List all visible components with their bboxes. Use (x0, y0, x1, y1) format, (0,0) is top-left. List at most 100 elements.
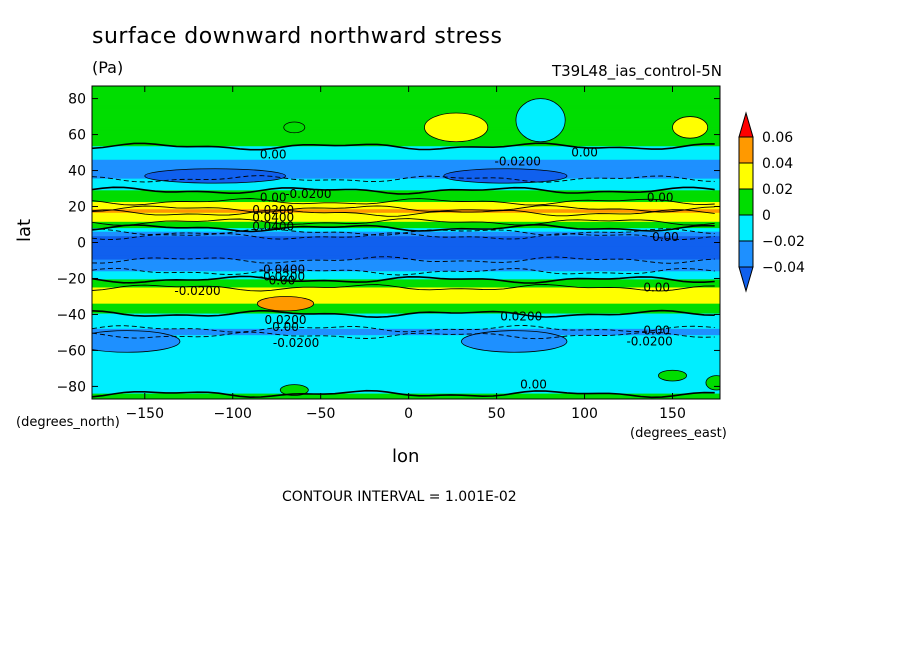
filled-band (92, 274, 720, 277)
filled-band (92, 290, 720, 292)
contour-label: 0.00 (520, 378, 547, 392)
contour-blob (283, 121, 306, 134)
filled-band (92, 114, 720, 117)
filled-band (92, 260, 720, 262)
filled-band (92, 131, 720, 134)
filled-band (92, 374, 720, 377)
filled-band (92, 391, 720, 394)
filled-band (92, 212, 720, 215)
contour-label: -0.0200 (285, 187, 331, 201)
contour-blob (256, 296, 315, 312)
filled-band (92, 196, 720, 199)
chart-title: surface downward northward stress (92, 24, 503, 49)
filled-band (92, 117, 720, 119)
filled-band (92, 381, 720, 384)
filled-band (92, 246, 720, 249)
contour-blob (424, 112, 489, 143)
y-tick-label: 0 (77, 236, 86, 252)
y-tick-label: 20 (68, 200, 86, 216)
filled-band (92, 379, 720, 381)
filled-band (92, 151, 720, 154)
filled-band (92, 195, 720, 198)
contour-line (92, 205, 715, 213)
filled-band (92, 382, 720, 385)
filled-band (92, 354, 720, 356)
filled-band (92, 342, 720, 344)
contour-interval-note: CONTOUR INTERVAL = 1.001E-02 (282, 489, 517, 505)
filled-band (92, 285, 720, 288)
colorbar-label: 0.04 (762, 156, 793, 172)
filled-band (92, 341, 720, 343)
filled-band (92, 300, 720, 302)
filled-band (92, 357, 720, 360)
filled-band (92, 187, 720, 190)
filled-band (92, 166, 720, 169)
filled-band (92, 363, 720, 365)
contour-lines (92, 142, 715, 399)
filled-band (92, 138, 720, 140)
filled-band (92, 271, 720, 273)
filled-band (92, 253, 720, 255)
run-id-label: T39L48_ias_control-5N (551, 62, 722, 80)
colorbar-label: 0 (762, 208, 771, 224)
filled-band (92, 118, 720, 120)
filled-band (92, 91, 720, 93)
contour-label: 0.0200 (265, 313, 307, 327)
filled-band (92, 209, 720, 211)
filled-band (92, 354, 720, 357)
contour-label: 0.00 (260, 147, 287, 161)
filled-band (92, 173, 720, 175)
filled-band (92, 295, 720, 298)
filled-band (92, 98, 720, 101)
filled-band (92, 90, 720, 92)
filled-band (92, 107, 720, 110)
filled-band (92, 250, 720, 253)
filled-band (92, 318, 720, 321)
filled-band (92, 211, 720, 214)
filled-band (92, 211, 720, 213)
filled-band (92, 221, 720, 224)
filled-band (92, 194, 720, 197)
filled-band (92, 216, 720, 218)
filled-band (92, 159, 720, 162)
filled-band (92, 162, 720, 164)
filled-band (92, 230, 720, 233)
filled-band (92, 183, 720, 185)
filled-band (92, 310, 720, 313)
contour-blob (144, 168, 286, 184)
filled-band (92, 181, 720, 183)
contour-label: 0.00 (269, 273, 296, 287)
contour-line (92, 232, 715, 240)
filled-band (92, 392, 720, 395)
filled-contour-bands (92, 86, 720, 399)
filled-band (92, 255, 720, 258)
filled-band (92, 360, 720, 362)
filled-band (92, 236, 720, 238)
y-tick-label: −20 (56, 271, 86, 287)
contour-blobs (92, 98, 720, 396)
filled-band (92, 258, 720, 261)
contour-label: 0.0200 (252, 203, 294, 217)
filled-band (92, 283, 720, 286)
filled-band (92, 206, 720, 209)
filled-band (92, 97, 720, 100)
filled-band (92, 388, 720, 390)
x-tick-label: −100 (214, 406, 252, 422)
filled-band (92, 282, 720, 284)
contour-line (92, 267, 715, 276)
filled-band (92, 127, 720, 129)
y-tick-label: 40 (68, 164, 86, 180)
filled-band (92, 397, 720, 399)
filled-band (92, 244, 720, 246)
filled-band (92, 369, 720, 371)
contour-line (92, 309, 715, 319)
colorbar-bottom-arrow (738, 266, 754, 293)
filled-band (92, 338, 720, 341)
filled-band (92, 348, 720, 351)
filled-band (92, 94, 720, 97)
filled-band (92, 145, 720, 147)
filled-band (92, 362, 720, 364)
filled-band (92, 157, 720, 160)
filled-band (92, 329, 720, 332)
contour-label: 0.00 (260, 191, 287, 205)
